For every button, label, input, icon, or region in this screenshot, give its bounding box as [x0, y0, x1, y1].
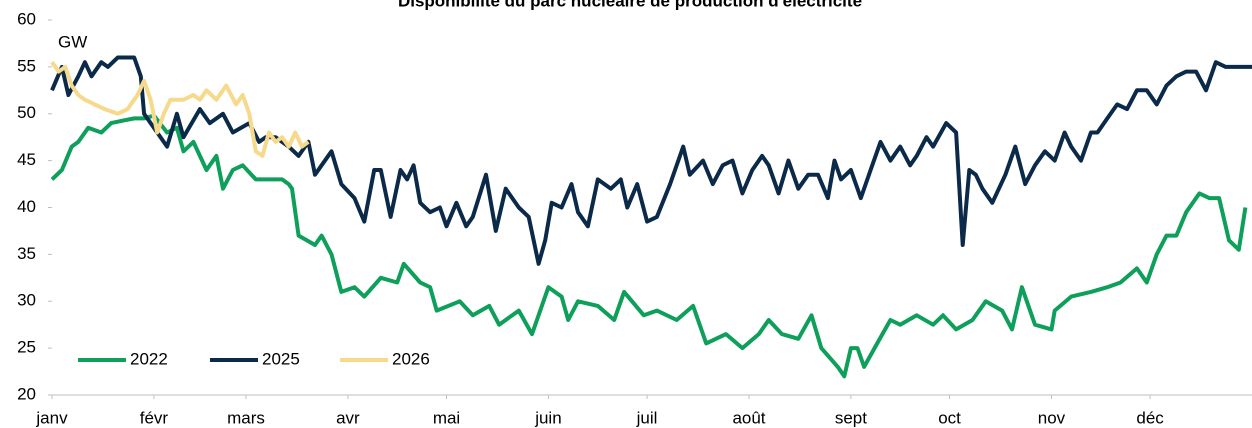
y-tick-label: 20: [17, 384, 36, 403]
x-tick-label: févr: [140, 408, 169, 427]
y-tick-label: 30: [17, 291, 36, 310]
y-tick-label: 45: [17, 150, 36, 169]
x-tick-label: mars: [227, 408, 265, 427]
y-axis-label: GW: [58, 32, 87, 51]
y-tick-label: 25: [17, 338, 36, 357]
x-tick-label: juin: [534, 408, 561, 427]
y-tick-label: 55: [17, 56, 36, 75]
x-tick-label: sept: [835, 408, 867, 427]
x-tick-label: avr: [336, 408, 360, 427]
x-tick-label: nov: [1038, 408, 1066, 427]
line-series: [50, 55, 1252, 266]
y-tick-label: 35: [17, 244, 36, 263]
x-tick-label: mai: [433, 408, 460, 427]
y-tick-label: 60: [17, 9, 36, 28]
x-tick-label: oct: [938, 408, 961, 427]
x-tick-label: déc: [1136, 408, 1164, 427]
x-tick-label: juil: [636, 408, 658, 427]
legend-label: 2022: [130, 349, 168, 368]
line-series: [50, 61, 310, 158]
chart-title: Disponibilité du parc nucléaire de produ…: [398, 0, 862, 10]
legend-label: 2026: [392, 349, 430, 368]
x-tick-label: janv: [35, 408, 68, 427]
x-tick-label: août: [732, 408, 765, 427]
y-tick-label: 40: [17, 197, 36, 216]
line-series: [50, 113, 1248, 379]
legend-label: 2025: [262, 349, 300, 368]
y-tick-label: 50: [17, 103, 36, 122]
